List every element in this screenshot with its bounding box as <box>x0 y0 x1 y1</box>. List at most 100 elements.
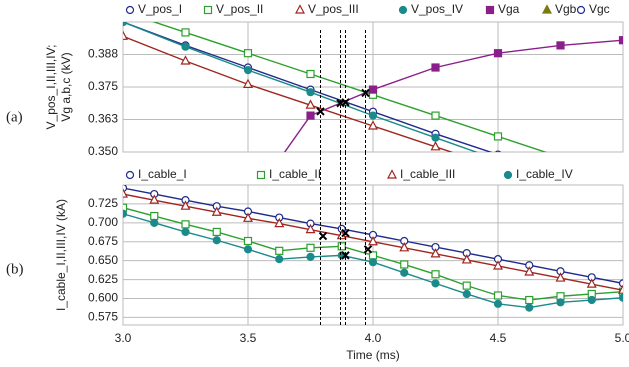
marker <box>368 111 378 120</box>
crossing-marker <box>363 245 373 254</box>
marker <box>368 258 378 267</box>
y-tick-label: 0.350 <box>88 144 118 158</box>
marker <box>243 49 253 58</box>
marker <box>524 266 535 276</box>
marker <box>461 254 472 264</box>
legend-marker <box>125 5 135 15</box>
marker <box>211 206 222 216</box>
marker <box>243 212 253 222</box>
marker <box>557 154 564 161</box>
legend-marker <box>576 5 586 15</box>
marker <box>243 245 253 254</box>
marker <box>620 175 627 182</box>
legend-label: I_cable_III <box>400 167 455 181</box>
y-tick-label: 0.375 <box>88 79 118 93</box>
marker <box>525 295 534 305</box>
x-tick-label: 3.5 <box>240 331 257 345</box>
marker <box>181 220 190 229</box>
y-axis-label: V_pos_I,II,III,IV; <box>44 45 58 130</box>
marker <box>275 246 284 255</box>
marker <box>212 236 221 245</box>
marker <box>181 227 190 237</box>
marker <box>618 284 623 294</box>
marker <box>123 185 128 193</box>
y-tick-label: 0.575 <box>88 310 118 324</box>
marker <box>431 270 440 279</box>
marker <box>243 65 253 75</box>
marker <box>400 260 409 269</box>
marker <box>493 260 503 270</box>
legend-label: V_pos_III <box>308 2 359 16</box>
marker <box>431 279 440 288</box>
x-axis-label: Time (ms) <box>346 348 400 362</box>
marker <box>306 252 315 261</box>
marker <box>586 278 597 288</box>
marker <box>587 295 596 305</box>
plot-series <box>123 185 623 312</box>
legend-label: I_cable_II <box>269 167 321 181</box>
legend-marker <box>398 5 408 15</box>
y-tick-label: 0.600 <box>88 291 118 305</box>
legend-marker <box>387 169 397 179</box>
marker <box>275 255 284 264</box>
marker <box>494 163 502 171</box>
crossing-marker <box>318 231 328 241</box>
y-tick-label: 0.700 <box>88 215 118 229</box>
marker <box>556 41 565 50</box>
legend-marker <box>485 5 495 15</box>
plot-series <box>123 22 627 182</box>
marker <box>274 217 285 228</box>
marker <box>368 120 378 130</box>
legend-label: V_pos_II <box>216 2 263 16</box>
y-axis-label: Vg a,b,c (kV) <box>59 52 73 121</box>
y-tick-label: 0.363 <box>88 112 118 126</box>
marker <box>430 248 441 258</box>
x-tick-label: 5.0 <box>615 331 629 345</box>
crossing-marker <box>316 107 325 116</box>
marker <box>337 242 346 251</box>
marker <box>618 293 623 302</box>
marker <box>123 203 128 212</box>
marker <box>180 200 191 210</box>
marker <box>149 194 160 204</box>
marker <box>368 235 378 246</box>
x-tick-label: 3.0 <box>115 331 132 345</box>
crossing-marker <box>341 98 350 107</box>
legend-label: V_pos_I <box>138 2 182 16</box>
legend-marker <box>542 4 552 14</box>
crossing-marker <box>361 88 370 98</box>
marker <box>399 242 410 252</box>
y-axis-label: I_cable_I,II,III,IV (kA) <box>54 199 68 311</box>
y-tick-label: 0.650 <box>88 253 118 267</box>
marker <box>400 268 409 277</box>
legend-label: I_cable_IV <box>516 167 573 181</box>
marker <box>556 298 565 307</box>
marker <box>150 211 159 221</box>
marker <box>123 30 128 40</box>
marker <box>243 78 253 88</box>
marker <box>430 141 441 151</box>
panel-label: (b) <box>6 261 24 277</box>
marker <box>243 236 253 246</box>
legend-label: Vga <box>498 2 520 16</box>
marker <box>368 85 378 94</box>
marker <box>495 156 502 163</box>
marker <box>305 99 316 109</box>
legend-label: I_cable_I <box>138 167 187 181</box>
crossing-marker <box>341 228 350 238</box>
panel-label: (a) <box>6 109 23 125</box>
legend-marker <box>256 170 266 180</box>
y-tick-label: 0.725 <box>88 196 118 210</box>
legend-marker <box>203 5 213 15</box>
marker <box>462 289 471 299</box>
marker <box>306 243 315 252</box>
y-tick-label: 0.388 <box>88 47 118 61</box>
y-tick-label: 0.675 <box>88 234 118 248</box>
marker <box>181 42 190 51</box>
marker <box>493 132 503 141</box>
x-tick-label: 4.5 <box>490 331 507 345</box>
x-tick-label: 4.0 <box>365 331 382 345</box>
crossing-marker <box>341 251 350 260</box>
marker <box>123 22 128 27</box>
